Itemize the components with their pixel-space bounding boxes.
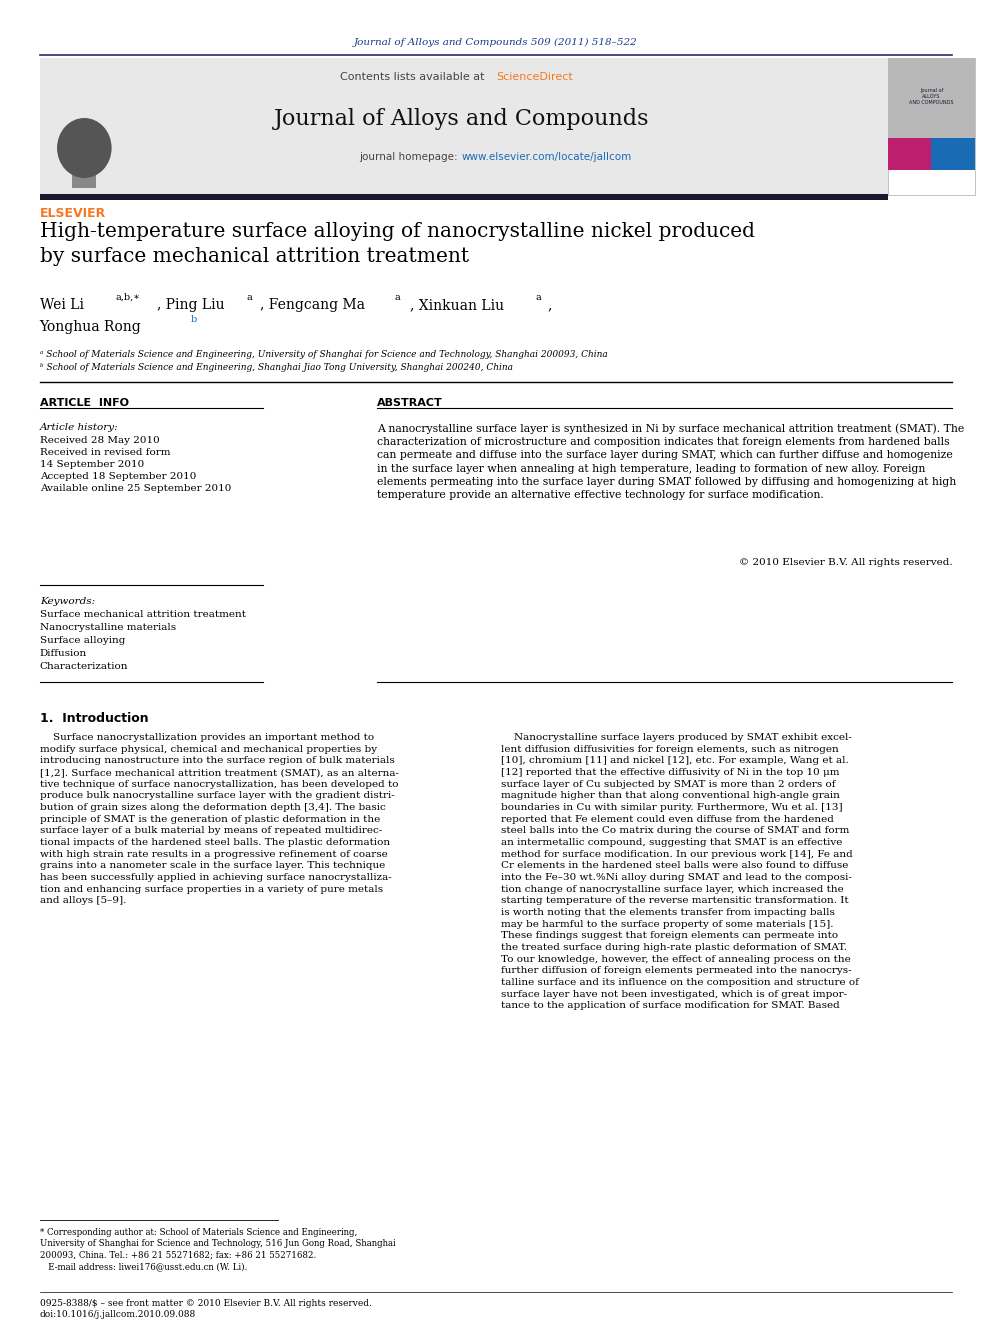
- Text: Received 28 May 2010: Received 28 May 2010: [40, 437, 160, 445]
- Text: Keywords:: Keywords:: [40, 597, 95, 606]
- Text: Surface nanocrystallization provides an important method to
modify surface physi: Surface nanocrystallization provides an …: [40, 733, 399, 905]
- Text: journal homepage:: journal homepage:: [359, 152, 461, 161]
- Text: Diffusion: Diffusion: [40, 650, 87, 658]
- Text: www.elsevier.com/locate/jallcom: www.elsevier.com/locate/jallcom: [461, 152, 632, 161]
- Text: Received in revised form: Received in revised form: [40, 448, 171, 456]
- Text: a,b,∗: a,b,∗: [115, 292, 140, 302]
- Text: 1.  Introduction: 1. Introduction: [40, 712, 149, 725]
- Text: , Ping Liu: , Ping Liu: [157, 298, 224, 312]
- FancyBboxPatch shape: [72, 168, 96, 188]
- Text: * Corresponding author at: School of Materials Science and Engineering,
Universi: * Corresponding author at: School of Mat…: [40, 1228, 395, 1271]
- Text: Journal of Alloys and Compounds 509 (2011) 518–522: Journal of Alloys and Compounds 509 (201…: [354, 38, 638, 48]
- Text: Article history:: Article history:: [40, 423, 118, 433]
- Text: High-temperature surface alloying of nanocrystalline nickel produced
by surface : High-temperature surface alloying of nan…: [40, 222, 755, 266]
- FancyBboxPatch shape: [888, 58, 975, 140]
- Text: Surface mechanical attrition treatment: Surface mechanical attrition treatment: [40, 610, 246, 619]
- FancyBboxPatch shape: [888, 138, 931, 169]
- Text: , Xinkuan Liu: , Xinkuan Liu: [410, 298, 504, 312]
- Text: ARTICLE  INFO: ARTICLE INFO: [40, 398, 129, 407]
- Text: Available online 25 September 2010: Available online 25 September 2010: [40, 484, 231, 493]
- Text: ScienceDirect: ScienceDirect: [496, 71, 572, 82]
- Text: ᵇ School of Materials Science and Engineering, Shanghai Jiao Tong University, Sh: ᵇ School of Materials Science and Engine…: [40, 363, 513, 372]
- Text: Yonghua Rong: Yonghua Rong: [40, 320, 142, 333]
- Text: ᵃ School of Materials Science and Engineering, University of Shanghai for Scienc: ᵃ School of Materials Science and Engine…: [40, 351, 607, 359]
- Text: © 2010 Elsevier B.V. All rights reserved.: © 2010 Elsevier B.V. All rights reserved…: [739, 558, 952, 568]
- Text: , Fengcang Ma: , Fengcang Ma: [260, 298, 365, 312]
- Ellipse shape: [58, 118, 112, 179]
- Text: Accepted 18 September 2010: Accepted 18 September 2010: [40, 472, 196, 482]
- FancyBboxPatch shape: [888, 58, 975, 194]
- Text: Nanocrystalline surface layers produced by SMAT exhibit excel-
lent diffusion di: Nanocrystalline surface layers produced …: [501, 733, 859, 1011]
- Text: A nanocrystalline surface layer is synthesized in Ni by surface mechanical attri: A nanocrystalline surface layer is synth…: [377, 423, 964, 500]
- Text: Contents lists available at: Contents lists available at: [339, 71, 491, 82]
- FancyBboxPatch shape: [931, 138, 975, 169]
- Text: 14 September 2010: 14 September 2010: [40, 460, 144, 468]
- Text: Journal of Alloys and Compounds: Journal of Alloys and Compounds: [274, 108, 649, 130]
- Text: b: b: [190, 315, 196, 324]
- FancyBboxPatch shape: [40, 194, 888, 200]
- Text: ELSEVIER: ELSEVIER: [40, 206, 106, 220]
- FancyBboxPatch shape: [40, 58, 888, 194]
- Text: ,: ,: [548, 298, 552, 312]
- Text: Surface alloying: Surface alloying: [40, 636, 125, 646]
- Text: a: a: [246, 292, 252, 302]
- Text: Nanocrystalline materials: Nanocrystalline materials: [40, 623, 176, 632]
- Text: 0925-8388/$ – see front matter © 2010 Elsevier B.V. All rights reserved.
doi:10.: 0925-8388/$ – see front matter © 2010 El…: [40, 1299, 372, 1319]
- Text: Journal of
ALLOYS
AND COMPOUNDS: Journal of ALLOYS AND COMPOUNDS: [910, 89, 953, 105]
- Text: ABSTRACT: ABSTRACT: [377, 398, 442, 407]
- Text: a: a: [536, 292, 542, 302]
- Text: Wei Li: Wei Li: [40, 298, 83, 312]
- Text: a: a: [395, 292, 401, 302]
- Text: Characterization: Characterization: [40, 662, 128, 671]
